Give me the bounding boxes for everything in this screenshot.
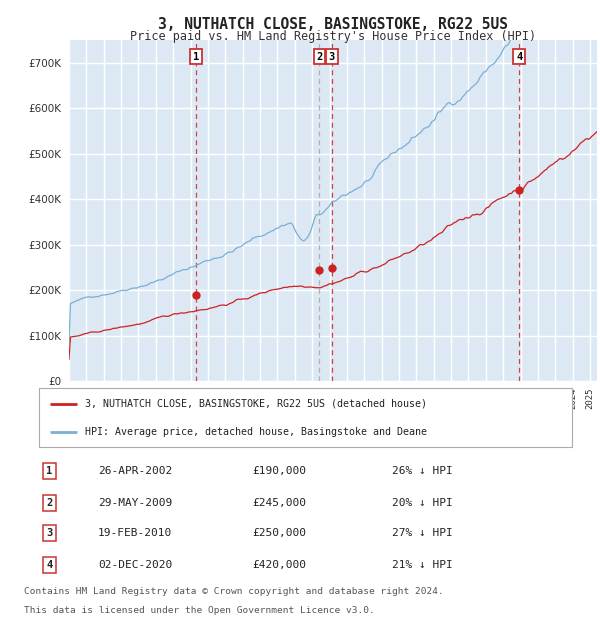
Text: £245,000: £245,000 [252,498,306,508]
Text: 3: 3 [329,51,335,61]
FancyBboxPatch shape [39,388,572,447]
Text: 1: 1 [46,466,53,476]
Text: 26% ↓ HPI: 26% ↓ HPI [392,466,453,476]
Text: 29-MAY-2009: 29-MAY-2009 [98,498,172,508]
Text: 20% ↓ HPI: 20% ↓ HPI [392,498,453,508]
Text: HPI: Average price, detached house, Basingstoke and Deane: HPI: Average price, detached house, Basi… [85,427,427,436]
Text: 27% ↓ HPI: 27% ↓ HPI [392,528,453,538]
Text: Contains HM Land Registry data © Crown copyright and database right 2024.: Contains HM Land Registry data © Crown c… [24,588,444,596]
Text: 1: 1 [193,51,199,61]
Text: 02-DEC-2020: 02-DEC-2020 [98,560,172,570]
Text: 19-FEB-2010: 19-FEB-2010 [98,528,172,538]
Text: 4: 4 [516,51,523,61]
Text: 21% ↓ HPI: 21% ↓ HPI [392,560,453,570]
Text: 3, NUTHATCH CLOSE, BASINGSTOKE, RG22 5US (detached house): 3, NUTHATCH CLOSE, BASINGSTOKE, RG22 5US… [85,399,427,409]
Text: 4: 4 [46,560,53,570]
Text: 3, NUTHATCH CLOSE, BASINGSTOKE, RG22 5US: 3, NUTHATCH CLOSE, BASINGSTOKE, RG22 5US [158,17,508,32]
Text: 26-APR-2002: 26-APR-2002 [98,466,172,476]
Text: £250,000: £250,000 [252,528,306,538]
Text: 2: 2 [46,498,53,508]
Text: £420,000: £420,000 [252,560,306,570]
Text: 3: 3 [46,528,53,538]
Text: Price paid vs. HM Land Registry's House Price Index (HPI): Price paid vs. HM Land Registry's House … [130,30,536,43]
Text: £190,000: £190,000 [252,466,306,476]
Text: This data is licensed under the Open Government Licence v3.0.: This data is licensed under the Open Gov… [24,606,375,615]
Text: 2: 2 [316,51,322,61]
